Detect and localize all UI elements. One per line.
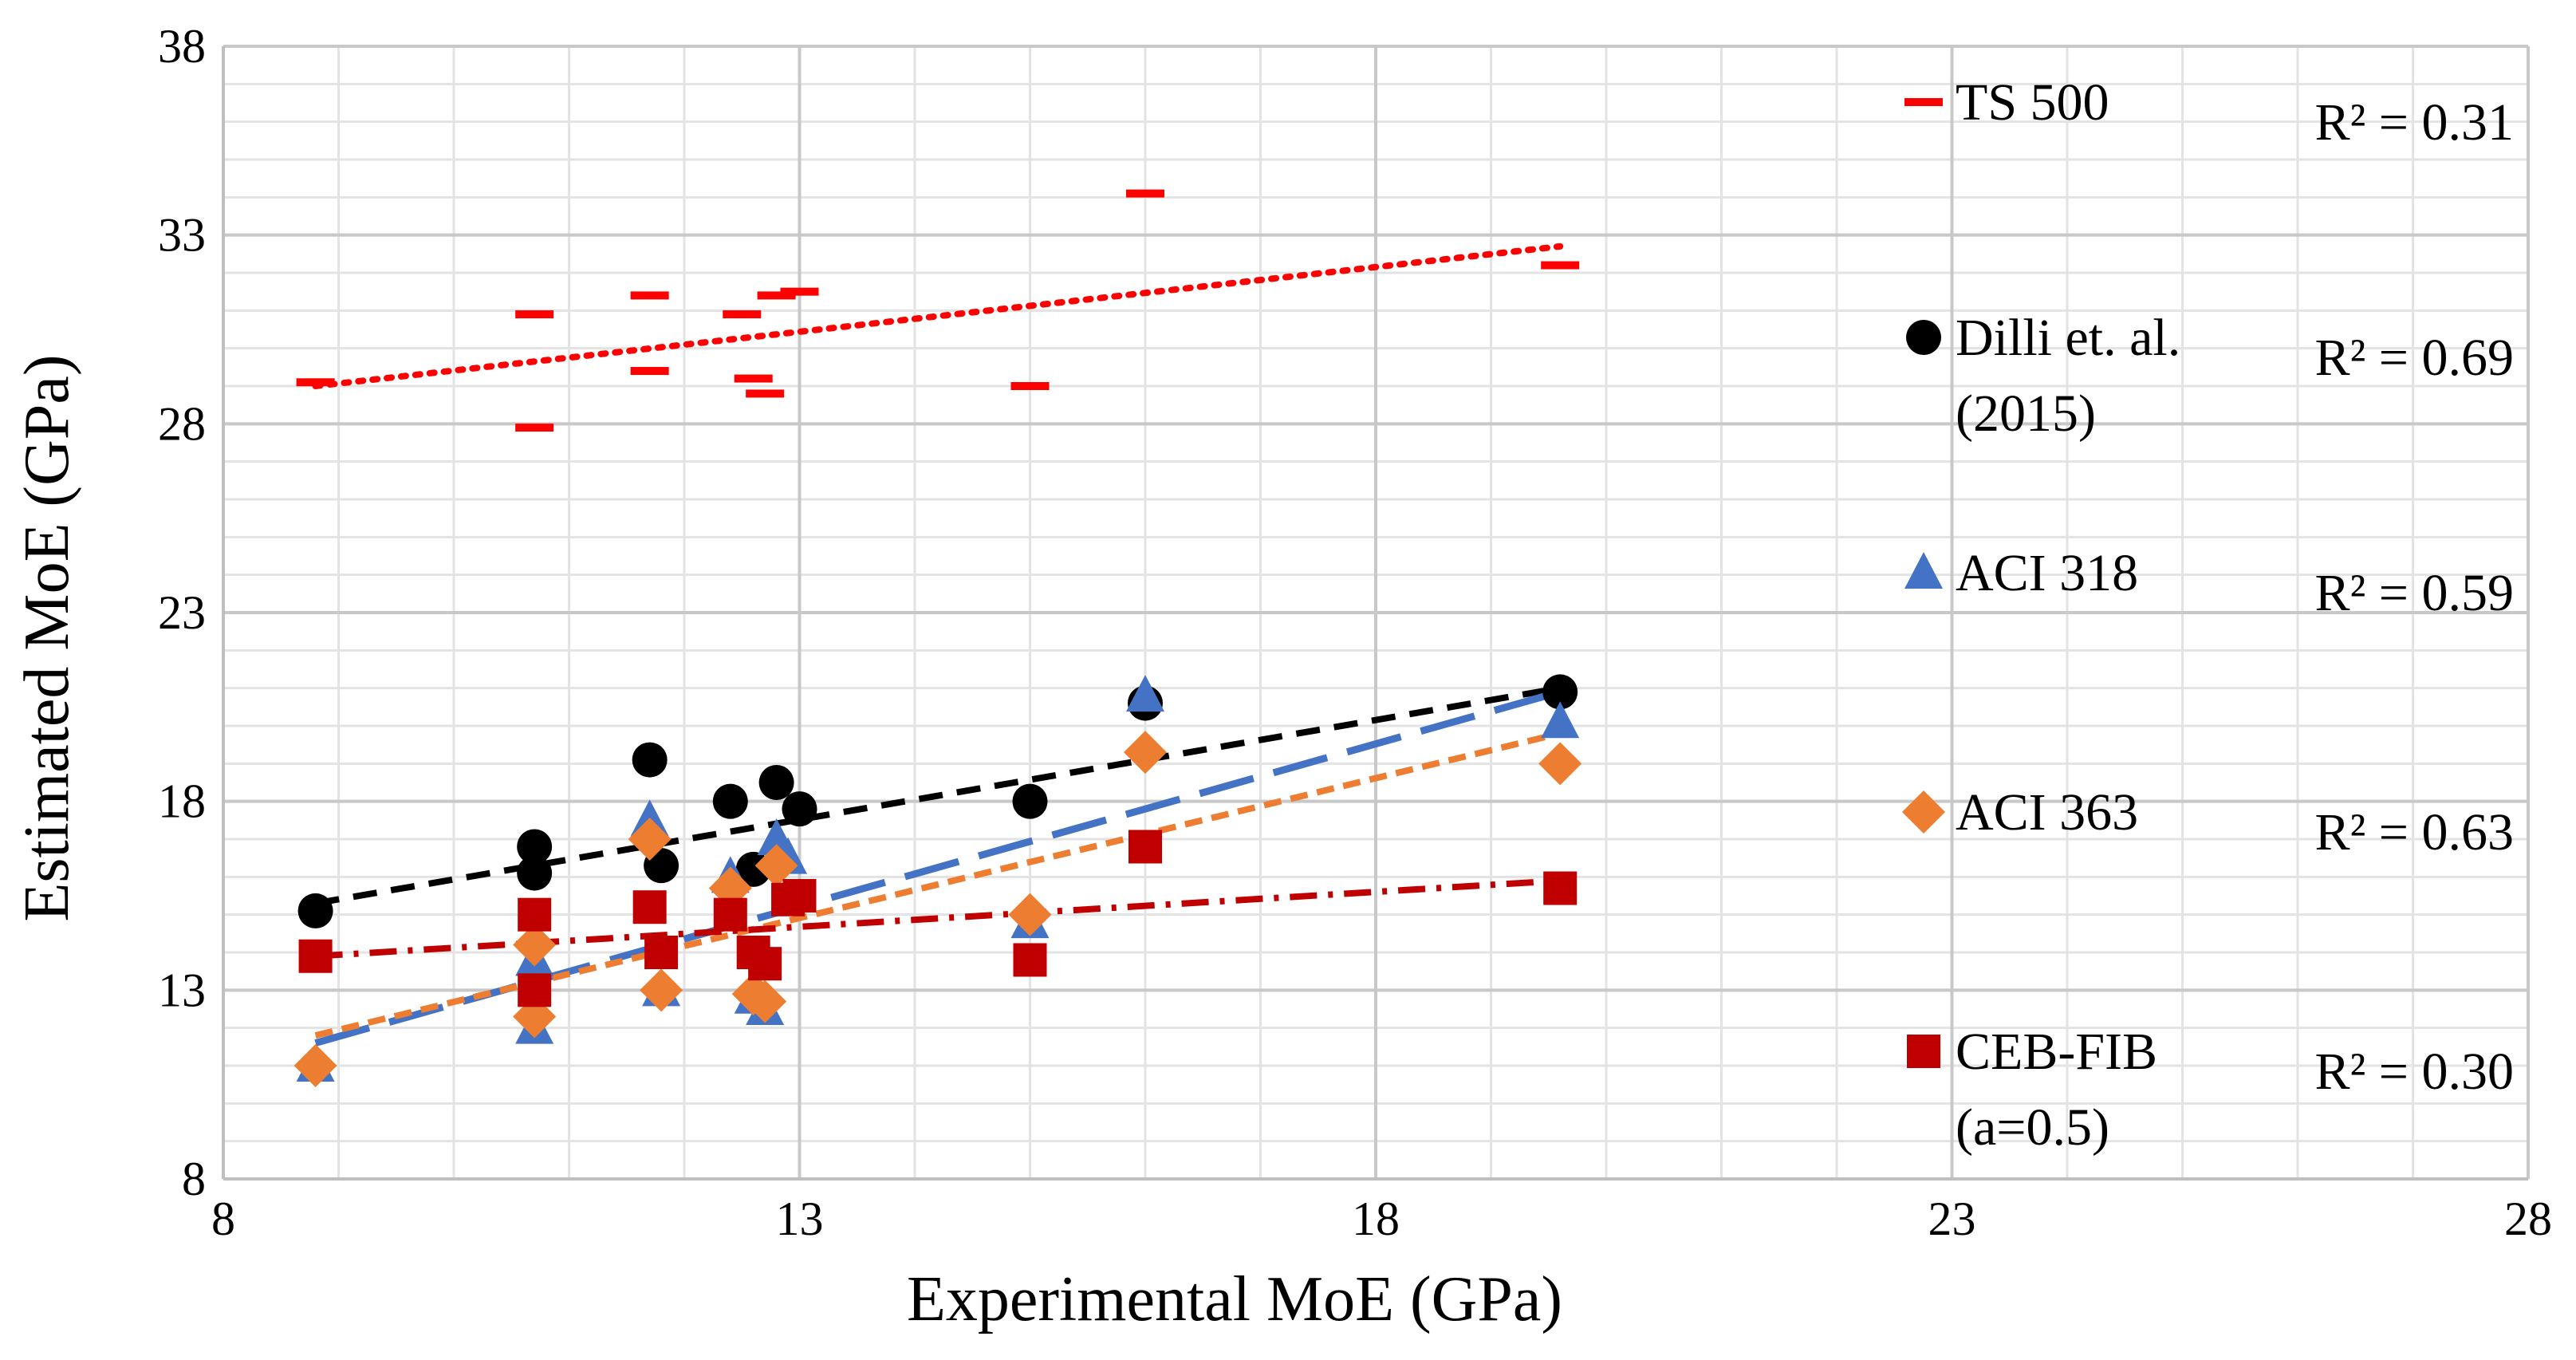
legend-label-3: ACI 318	[1956, 544, 2138, 602]
data-point-series-1	[746, 389, 785, 398]
data-point-series-4	[628, 818, 672, 861]
axes	[222, 46, 2528, 1181]
data-point-series-5	[644, 936, 679, 969]
trendline-5	[315, 877, 1561, 960]
data-point-series-5	[1128, 830, 1162, 864]
y-tick-label: 13	[158, 964, 206, 1016]
data-point-series-4	[293, 1044, 337, 1087]
data-point-series-4	[1124, 731, 1167, 775]
data-point-series-1	[723, 310, 762, 319]
r-squared-5: R² = 0.30	[2314, 1043, 2514, 1101]
data-point-series-1	[1126, 189, 1164, 198]
trendline-1	[312, 242, 1564, 389]
data-point-series-5	[713, 897, 747, 932]
data-point-series-5	[1013, 943, 1047, 977]
y-tick-label: 18	[158, 775, 206, 828]
data-point-series-2	[1542, 674, 1578, 710]
legend-label-5: (a=0.5)	[1956, 1098, 2109, 1157]
data-point-series-1	[734, 374, 773, 383]
r-squared-1: R² = 0.31	[2314, 93, 2514, 152]
r-squared-4: R² = 0.63	[2314, 803, 2514, 861]
y-tick-label: 28	[158, 397, 206, 450]
data-point-series-4	[1538, 742, 1582, 786]
y-axis-label: Estimated MoE (GPa)	[12, 355, 82, 922]
legend-label-2: (2015)	[1956, 384, 2096, 443]
trendline-4	[314, 730, 1562, 1039]
y-tick-label: 33	[158, 209, 206, 262]
x-tick-label: 18	[1352, 1192, 1400, 1245]
data-point-series-2	[517, 855, 553, 891]
data-point-series-5	[1543, 871, 1578, 905]
data-point-series-4	[1008, 893, 1052, 936]
data-point-series-5	[782, 879, 817, 913]
x-tick-label: 28	[2504, 1192, 2552, 1245]
legend-marker-3	[1904, 552, 1943, 589]
data-point-series-2	[297, 893, 333, 928]
data-point-series-1	[780, 287, 819, 296]
x-tick-label: 23	[1928, 1192, 1976, 1245]
data-point-series-1	[515, 310, 554, 319]
legend-marker-2	[1906, 320, 1941, 355]
trendline-3	[314, 688, 1562, 1047]
y-tick-label: 38	[158, 20, 206, 73]
data-point-series-5	[748, 947, 782, 981]
data-point-series-2	[712, 783, 748, 819]
data-point-series-2	[758, 765, 794, 800]
legend-label-1: TS 500	[1956, 73, 2109, 132]
legend-marker-1	[1904, 98, 1943, 106]
data-point-series-1	[296, 378, 335, 387]
y-tick-labels: 8 13 18 23 28 33 38	[158, 20, 206, 1205]
x-tick-labels: 8 13 18 23 28	[211, 1192, 2552, 1245]
x-tick-label: 8	[211, 1192, 235, 1245]
legend: TS 500 R² = 0.31 Dilli et. al. (2015) R² = 0…	[1902, 73, 2514, 1157]
data-point-series-2	[517, 829, 553, 865]
legend-label-2: Dilli et. al.	[1956, 309, 2180, 367]
data-point-series-3	[1541, 701, 1580, 739]
legend-marker-4	[1902, 790, 1945, 834]
data-points	[293, 189, 1582, 1087]
data-point-series-2	[1012, 783, 1048, 819]
data-point-series-4	[640, 968, 683, 1012]
data-point-series-1	[630, 367, 669, 376]
r-squared-3: R² = 0.59	[2314, 564, 2514, 622]
legend-label-4: ACI 363	[1956, 783, 2138, 842]
data-point-series-1	[1010, 382, 1050, 390]
x-tick-label: 13	[776, 1192, 824, 1245]
data-point-series-3	[1126, 675, 1164, 712]
data-point-series-2	[632, 742, 668, 778]
legend-marker-5	[1907, 1035, 1940, 1068]
data-point-series-5	[298, 939, 333, 973]
data-point-series-1	[1541, 261, 1580, 270]
x-axis-label: Experimental MoE (GPa)	[907, 1264, 1562, 1334]
data-point-series-5	[518, 897, 552, 932]
data-point-series-1	[757, 291, 796, 300]
data-point-series-5	[632, 890, 667, 924]
data-point-series-4	[754, 844, 798, 888]
y-tick-label: 8	[182, 1153, 206, 1205]
data-point-series-5	[518, 973, 552, 1007]
data-point-series-1	[630, 291, 669, 300]
r-squared-2: R² = 0.69	[2314, 329, 2514, 387]
y-tick-label: 23	[158, 586, 206, 639]
data-point-series-4	[743, 980, 787, 1023]
legend-label-5: CEB-FIB	[1956, 1023, 2157, 1081]
data-point-series-2	[782, 791, 817, 827]
trendlines	[312, 242, 1564, 1047]
data-point-series-4	[513, 923, 557, 967]
data-point-series-1	[515, 424, 554, 432]
major-gridlines	[223, 45, 2530, 1179]
